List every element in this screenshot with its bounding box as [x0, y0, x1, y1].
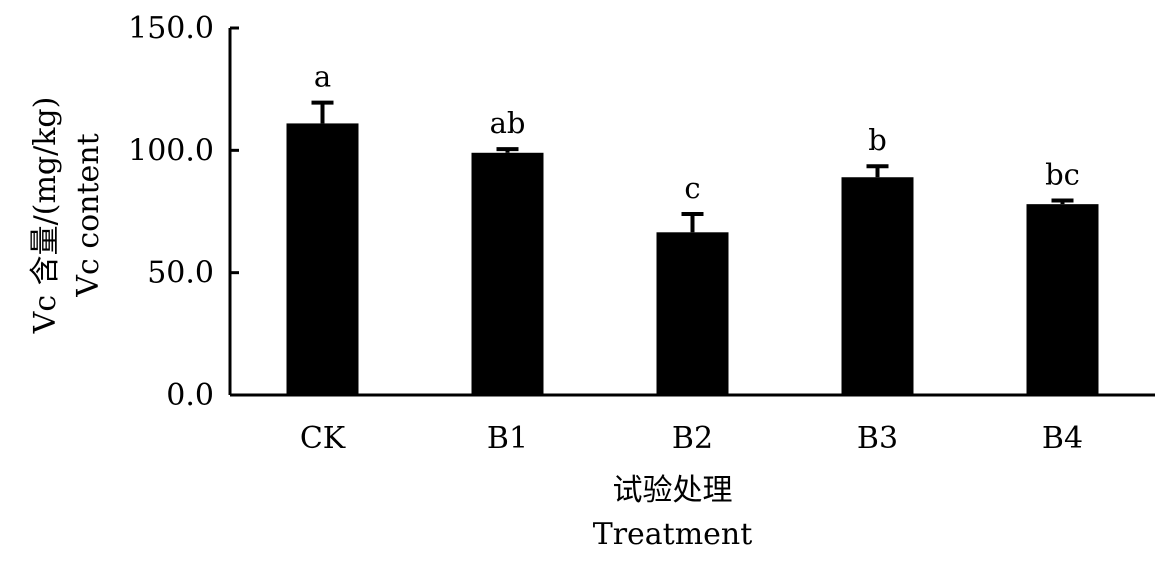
- significance-label: bc: [1045, 157, 1080, 191]
- significance-label: b: [868, 123, 887, 157]
- x-tick-label: CK: [300, 421, 346, 456]
- y-axis-title-en: Vc content: [71, 133, 106, 297]
- error-bars: [311, 100, 1074, 233]
- x-tick-label: B4: [1042, 421, 1083, 456]
- significance-label: c: [684, 171, 700, 205]
- significance-label: a: [314, 60, 331, 94]
- bar: [841, 177, 914, 395]
- x-tick-labels: CK B1 B2 B3 B4: [300, 421, 1083, 456]
- significance-labels: a ab c b bc: [314, 60, 1080, 205]
- y-ticks: 0.0 50.0 100.0 150.0: [128, 11, 239, 413]
- y-tick-label: 100.0: [128, 133, 214, 168]
- x-tick-label: B2: [672, 421, 713, 456]
- y-tick-label: 0.0: [166, 378, 214, 413]
- bar: [1026, 204, 1099, 395]
- x-tick-label: B3: [857, 421, 898, 456]
- bar: [286, 123, 359, 396]
- x-tick-label: B1: [487, 421, 528, 456]
- bar: [656, 232, 729, 395]
- x-axis-title-cn: 试验处理: [613, 473, 733, 508]
- bars: [286, 123, 1099, 396]
- y-axis-title-cn: Vc 含量/(mg/kg): [28, 97, 63, 335]
- bar: [471, 152, 544, 395]
- x-axis-title-en: Treatment: [593, 517, 753, 552]
- significance-label: ab: [490, 106, 526, 140]
- y-tick-label: 50.0: [147, 256, 214, 291]
- y-tick-label: 150.0: [128, 11, 214, 46]
